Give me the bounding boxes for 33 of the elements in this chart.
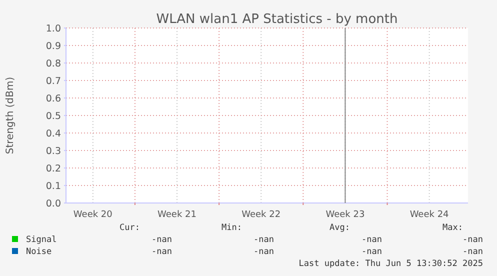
text: Avg: xyxy=(330,223,350,233)
legend-label: Noise xyxy=(26,247,52,257)
x-tick-label: Week 23 xyxy=(326,210,365,220)
chart-title: WLAN wlan1 AP Statistics - by month xyxy=(156,12,398,27)
text: Last update: Thu Jun 5 13:30:52 2025 xyxy=(298,259,483,269)
y-tick-label: 0.5 xyxy=(46,111,61,122)
y-tick-label: 0.6 xyxy=(46,94,61,104)
y-axis-title: Strength (dBm) xyxy=(5,76,16,154)
text: Max: xyxy=(442,223,463,233)
text: -nan xyxy=(254,235,274,245)
y-tick-label: 0.2 xyxy=(46,164,61,174)
text: -nan xyxy=(362,235,382,245)
y-tick-label: 0.7 xyxy=(46,76,61,87)
y-tick-label: 0.1 xyxy=(46,181,61,192)
legend-label: Signal xyxy=(26,235,57,245)
y-tick-label: 0.3 xyxy=(46,146,61,157)
x-tick-label: Week 20 xyxy=(73,210,113,220)
y-tick-label: 0.4 xyxy=(46,128,61,140)
text: -nan xyxy=(462,247,483,257)
y-tick-label: 0.8 xyxy=(46,58,61,70)
text: Min: xyxy=(222,223,242,233)
text: -nan xyxy=(254,247,274,257)
x-tick-label: Week 22 xyxy=(242,210,281,220)
text: Cur: xyxy=(120,223,140,233)
y-tick-label: 0.9 xyxy=(46,41,61,52)
x-tick-label: Week 24 xyxy=(410,210,450,220)
text: -nan xyxy=(362,247,382,257)
text: -nan xyxy=(462,235,483,245)
text: -nan xyxy=(152,247,172,257)
x-tick-label: Week 21 xyxy=(158,210,197,220)
y-tick-label: 1.0 xyxy=(46,24,61,34)
y-tick-label: 0.0 xyxy=(46,198,61,210)
text: -nan xyxy=(152,235,172,245)
